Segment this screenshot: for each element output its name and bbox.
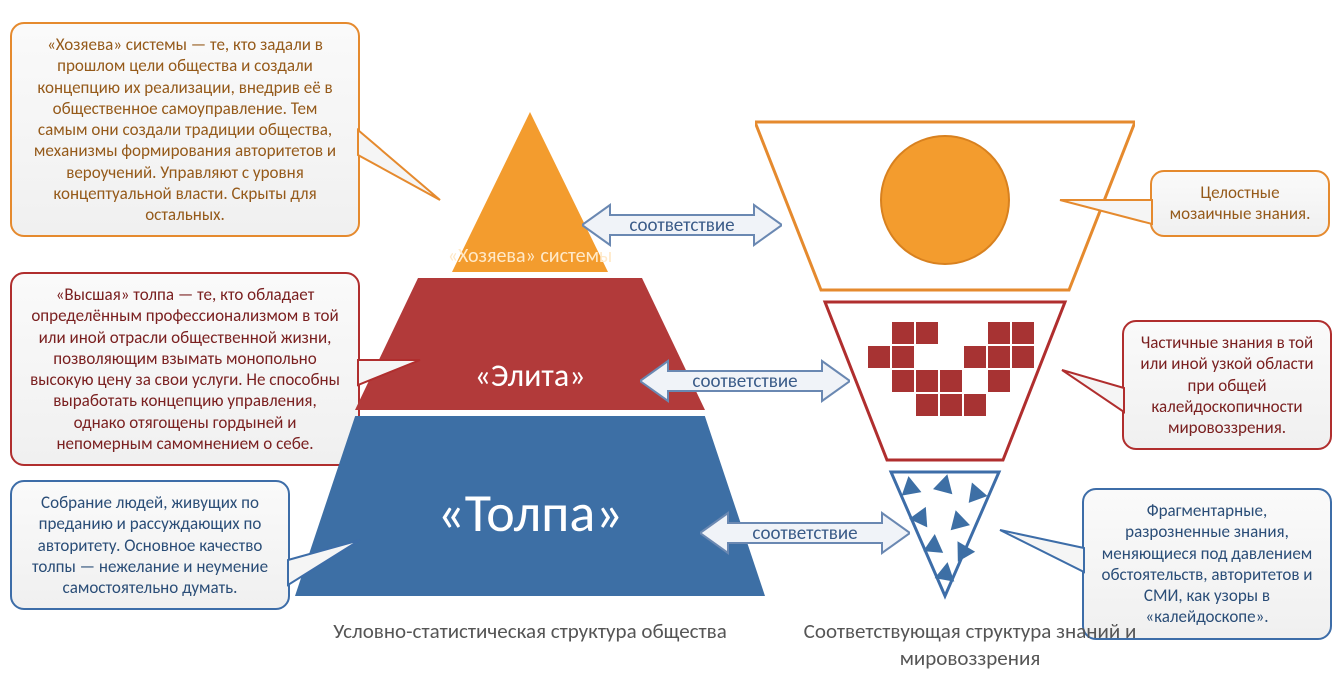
callout-text: «Хозяева» системы — те, кто задали в про…	[34, 34, 336, 225]
pyramid-label-top: «Хозяева» системы	[430, 246, 630, 267]
callout-left-top: «Хозяева» системы — те, кто задали в про…	[10, 22, 360, 237]
arrow-top: соответствие	[582, 202, 782, 248]
callout-left-mid: «Высшая» толпа — те, кто обладает опреде…	[10, 272, 360, 466]
arrow-label: соответствие	[629, 214, 734, 237]
callout-text: Частичные знания в той или иной узкой об…	[1140, 332, 1313, 438]
callout-text: «Высшая» толпа — те, кто обладает опреде…	[30, 284, 340, 454]
arrow-label: соответствие	[752, 522, 857, 545]
callout-text: Собрание людей, живущих по преданию и ра…	[32, 492, 268, 598]
pyramid-label-mid: «Элита»	[380, 356, 680, 395]
caption-right: Соответствующая структура знаний и миров…	[780, 618, 1160, 673]
callout-left-bot: Собрание людей, живущих по преданию и ра…	[10, 480, 290, 610]
arrow-bot: соответствие	[700, 510, 910, 556]
arrow-mid: соответствие	[640, 358, 850, 404]
arrow-label: соответствие	[692, 370, 797, 393]
callout-right-top: Целостные мозаичные знания.	[1150, 170, 1330, 237]
callout-text: Целостные мозаичные знания.	[1170, 182, 1311, 224]
pyramid-label-bot: «Толпа»	[330, 480, 730, 546]
caption-left: Условно-статистическая структура обществ…	[330, 618, 730, 645]
callout-right-mid: Частичные знания в той или иной узкой об…	[1122, 320, 1332, 450]
